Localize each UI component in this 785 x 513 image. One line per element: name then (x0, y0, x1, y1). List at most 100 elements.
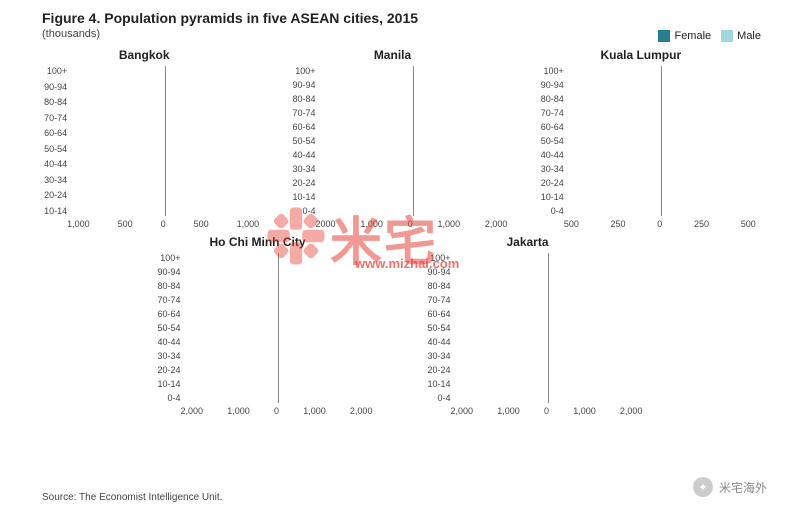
age-row (184, 310, 373, 317)
y-axis-label: 40-44 (143, 337, 181, 347)
age-row (70, 159, 259, 166)
age-row (318, 102, 507, 109)
x-axis: 2,0001,00001,0002,000 (451, 406, 643, 416)
pyramid-area: 100+90-9480-8470-7460-6450-5440-4430-342… (143, 253, 373, 403)
y-axis-labels: 100+90-9480-8470-7460-6450-5440-4430-342… (277, 66, 318, 216)
age-row (454, 374, 643, 381)
legend-item: Female (658, 30, 711, 42)
chart-title: Kuala Lumpur (526, 48, 756, 62)
x-tick-label: 2,000 (350, 406, 373, 416)
y-axis-label: 0-4 (413, 393, 451, 403)
bars-container (70, 66, 259, 216)
y-axis-label: 30-34 (29, 175, 67, 185)
chart-title: Jakarta (413, 235, 643, 249)
y-axis-label: 10-14 (143, 379, 181, 389)
pyramid-area: 100+90-9480-8470-7460-6450-5440-4430-342… (413, 253, 643, 403)
y-axis-label: 10-14 (413, 379, 451, 389)
y-axis-label: 60-64 (29, 128, 67, 138)
y-axis-label: 20-24 (143, 365, 181, 375)
y-axis-label: 90-94 (526, 80, 564, 90)
age-row (454, 296, 643, 303)
y-axis-label: 50-54 (413, 323, 451, 333)
x-tick-label: 500 (741, 219, 756, 229)
bars-container (184, 253, 373, 403)
age-row (70, 123, 259, 130)
footer-brand-label: 米宅海外 (719, 479, 767, 496)
age-row (318, 80, 507, 87)
age-row (184, 367, 373, 374)
x-tick-label: 500 (194, 219, 209, 229)
y-axis-label: 100+ (277, 66, 315, 76)
x-tick-label: 1,000 (438, 219, 461, 229)
y-axis-label: 90-94 (29, 82, 67, 92)
x-tick-label: 0 (544, 406, 549, 416)
y-axis-label: 80-84 (29, 97, 67, 107)
age-row (184, 303, 373, 310)
y-axis-label: 20-24 (29, 190, 67, 200)
legend-label: Female (674, 30, 711, 42)
age-row (454, 310, 643, 317)
age-row (318, 187, 507, 194)
x-tick-label: 0 (657, 219, 662, 229)
y-axis-label: 80-84 (143, 281, 181, 291)
age-row (318, 159, 507, 166)
y-axis-label: 70-74 (526, 108, 564, 118)
y-axis-label: 50-54 (143, 323, 181, 333)
age-row (454, 282, 643, 289)
age-row (454, 317, 643, 324)
age-row (567, 202, 756, 209)
age-row (184, 282, 373, 289)
age-row (454, 267, 643, 274)
legend-item: Male (721, 30, 761, 42)
age-row (454, 346, 643, 353)
age-row (454, 382, 643, 389)
chart-title: Manila (277, 48, 507, 62)
x-tick-label: 2,000 (620, 406, 643, 416)
y-axis-label: 100+ (29, 66, 67, 76)
pyramid-chart-bangkok: Bangkok100+90-9480-8470-7460-6450-5440-4… (29, 48, 259, 229)
age-row (70, 152, 259, 159)
age-row (184, 346, 373, 353)
y-axis-label: 20-24 (413, 365, 451, 375)
y-axis-label: 70-74 (143, 295, 181, 305)
footer-brand: ✦ 米宅海外 (693, 477, 767, 497)
age-row (454, 324, 643, 331)
age-row (318, 73, 507, 80)
age-row (184, 296, 373, 303)
legend-swatch (721, 30, 733, 42)
age-row (454, 332, 643, 339)
age-row (454, 339, 643, 346)
y-axis-label: 20-24 (277, 178, 315, 188)
x-axis: 1,00050005001,000 (67, 219, 259, 229)
y-axis-label: 0-4 (526, 206, 564, 216)
age-row (70, 73, 259, 80)
age-row (70, 130, 259, 137)
age-row (70, 80, 259, 87)
age-row (318, 87, 507, 94)
y-axis-label: 90-94 (277, 80, 315, 90)
age-row (184, 360, 373, 367)
x-tick-label: 2,000 (485, 219, 508, 229)
y-axis-labels: 100+90-9480-8470-7460-6450-5440-4430-342… (413, 253, 454, 403)
age-row (318, 152, 507, 159)
age-row (70, 137, 259, 144)
age-row (567, 152, 756, 159)
age-row (454, 260, 643, 267)
age-row (454, 396, 643, 403)
age-row (454, 367, 643, 374)
age-row (318, 123, 507, 130)
y-axis-label: 20-24 (526, 178, 564, 188)
age-row (454, 360, 643, 367)
age-row (567, 159, 756, 166)
age-row (454, 353, 643, 360)
age-row (184, 289, 373, 296)
age-row (567, 73, 756, 80)
legend-swatch (658, 30, 670, 42)
x-tick-label: 0 (161, 219, 166, 229)
watermark-logo-icon (265, 205, 327, 267)
age-row (454, 253, 643, 260)
age-row (318, 130, 507, 137)
age-row (318, 145, 507, 152)
x-axis: 2,0001,00001,0002,000 (181, 406, 373, 416)
age-row (567, 95, 756, 102)
